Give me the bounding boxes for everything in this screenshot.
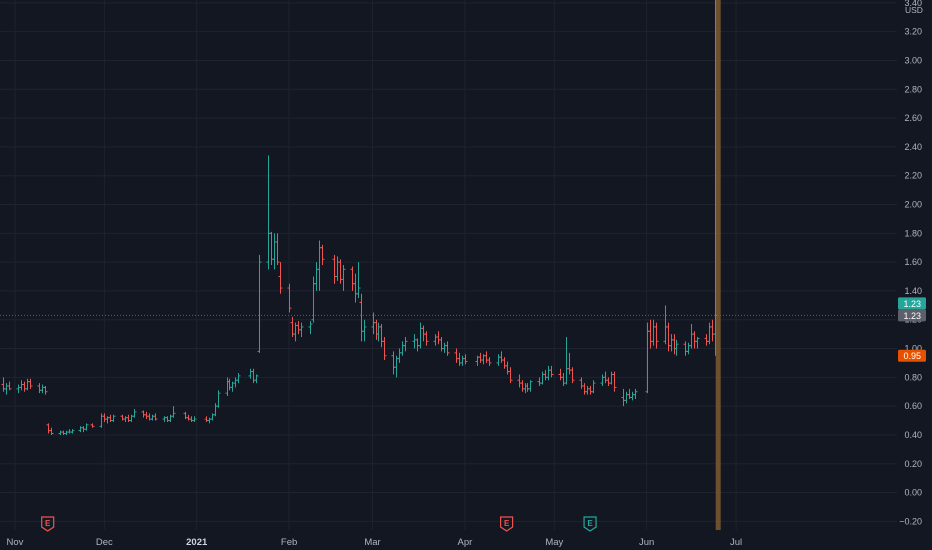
- y-tick-label: 0.60: [904, 401, 922, 411]
- ohlc-bar: [275, 233, 280, 265]
- prev-close-badge: 1.23: [898, 309, 926, 322]
- y-tick-label: 2.80: [904, 84, 922, 94]
- y-tick-label: 2.20: [904, 171, 922, 181]
- y-tick-label: 2.60: [904, 113, 922, 123]
- volume-layer: [715, 0, 721, 530]
- volume-bar: [715, 0, 721, 530]
- x-tick-label: Mar: [364, 537, 380, 548]
- ohlc-bar: [308, 321, 313, 335]
- earnings-icon-shape: [583, 516, 597, 532]
- ohlc-bar: [287, 283, 292, 313]
- y-tick-label: 1.60: [904, 257, 922, 267]
- ohlc-bar: [424, 331, 429, 346]
- ohlc-bar: [236, 373, 241, 384]
- ohlc-bar: [674, 339, 679, 356]
- x-tick-label: Jun: [639, 537, 654, 548]
- y-tick-label: 3.40: [904, 0, 922, 8]
- earnings-icon-letter: E: [45, 519, 51, 528]
- ohlc-bar: [7, 381, 12, 391]
- currency-label: USD: [905, 5, 923, 15]
- ohlc-bar: [382, 337, 387, 361]
- ohlc-bar: [84, 423, 89, 431]
- y-tick-label: 3.00: [904, 55, 922, 65]
- y-tick-label: 1.00: [904, 344, 922, 354]
- ohlc-bar: [153, 413, 158, 421]
- ohlc-bar: [403, 337, 408, 352]
- x-tick-label: 2021: [186, 537, 208, 548]
- ohlc-bar: [487, 357, 492, 366]
- earnings-icon-shape: [41, 516, 55, 532]
- x-tick-label: Jul: [730, 537, 742, 548]
- y-tick-label: 0.00: [904, 488, 922, 498]
- earnings-icon-letter: E: [504, 519, 510, 528]
- ohlc-bar: [299, 322, 304, 338]
- ohlc-bar: [192, 416, 197, 422]
- ohlc-bar: [70, 429, 75, 434]
- ohlc-bar: [356, 262, 361, 299]
- earnings-icon[interactable]: E: [500, 516, 514, 532]
- ohlc-bar: [445, 341, 450, 356]
- ohlc-bar: [633, 388, 638, 399]
- ohlc-bar: [549, 365, 554, 378]
- earnings-icon[interactable]: E: [41, 516, 55, 532]
- time-axis[interactable]: Nov Dec 2021 Feb Mar Apr May Jun Jul: [6, 537, 742, 548]
- last-price-badge-box: [898, 297, 926, 310]
- ohlc-bar: [528, 380, 533, 392]
- ohlc-bar: [341, 265, 346, 291]
- ohlc-bar: [132, 409, 137, 418]
- ohlc-bar: [654, 322, 659, 349]
- ohlc-bars[interactable]: [1, 0, 718, 435]
- ohlc-bar: [28, 378, 33, 389]
- ohlc-bar: [612, 371, 617, 392]
- x-tick-label: May: [545, 537, 563, 548]
- price-badges: 1.23 1.23 0.95: [898, 297, 926, 362]
- x-tick-label: Dec: [96, 537, 113, 548]
- x-tick-label: Nov: [6, 537, 23, 548]
- ohlc-bar: [591, 380, 596, 394]
- earnings-icon[interactable]: E: [583, 516, 597, 532]
- ohlc-bar: [695, 337, 700, 349]
- last-price-badge: 1.23: [898, 297, 926, 310]
- ohlc-bar: [171, 406, 176, 418]
- y-tick-label: 1.80: [904, 228, 922, 238]
- ohlc-bar: [90, 423, 95, 428]
- y-tick-label: 1.40: [904, 286, 922, 296]
- earnings-icon-shape: [500, 516, 514, 532]
- ohlc-bar: [216, 390, 221, 408]
- ohlc-bar: [278, 262, 283, 294]
- y-tick-label: 0.40: [904, 430, 922, 440]
- x-tick-label: Apr: [458, 537, 473, 548]
- low-price-badge: 0.95: [898, 349, 926, 362]
- x-tick-label: Feb: [281, 537, 297, 548]
- low-price-badge-text: 0.95: [903, 351, 921, 361]
- prev-close-badge-box: [898, 309, 926, 322]
- ohlc-bar: [463, 354, 468, 365]
- ohlc-bar: [43, 385, 48, 395]
- ohlc-bar: [257, 254, 262, 353]
- grid: [0, 0, 897, 530]
- ohlc-bar: [49, 427, 54, 435]
- ohlc-bar: [362, 319, 367, 342]
- y-tick-label: 2.00: [904, 200, 922, 210]
- y-tick-label: 0.20: [904, 459, 922, 469]
- y-tick-label: 0.80: [904, 372, 922, 382]
- prev-close-badge-text: 1.23: [903, 311, 921, 321]
- ohlc-bar: [570, 367, 575, 384]
- y-tick-label: 2.40: [904, 142, 922, 152]
- low-price-badge-box: [898, 349, 926, 362]
- last-price-badge-text: 1.23: [903, 299, 921, 309]
- ohlc-bar: [111, 414, 116, 422]
- ohlc-bar: [254, 374, 259, 384]
- ohlc-bar: [320, 244, 325, 265]
- y-tick-label: 3.20: [904, 27, 922, 37]
- ohlc-bar: [508, 367, 513, 384]
- earnings-icon-letter: E: [587, 519, 593, 528]
- y-tick-label: −0.20: [899, 516, 922, 526]
